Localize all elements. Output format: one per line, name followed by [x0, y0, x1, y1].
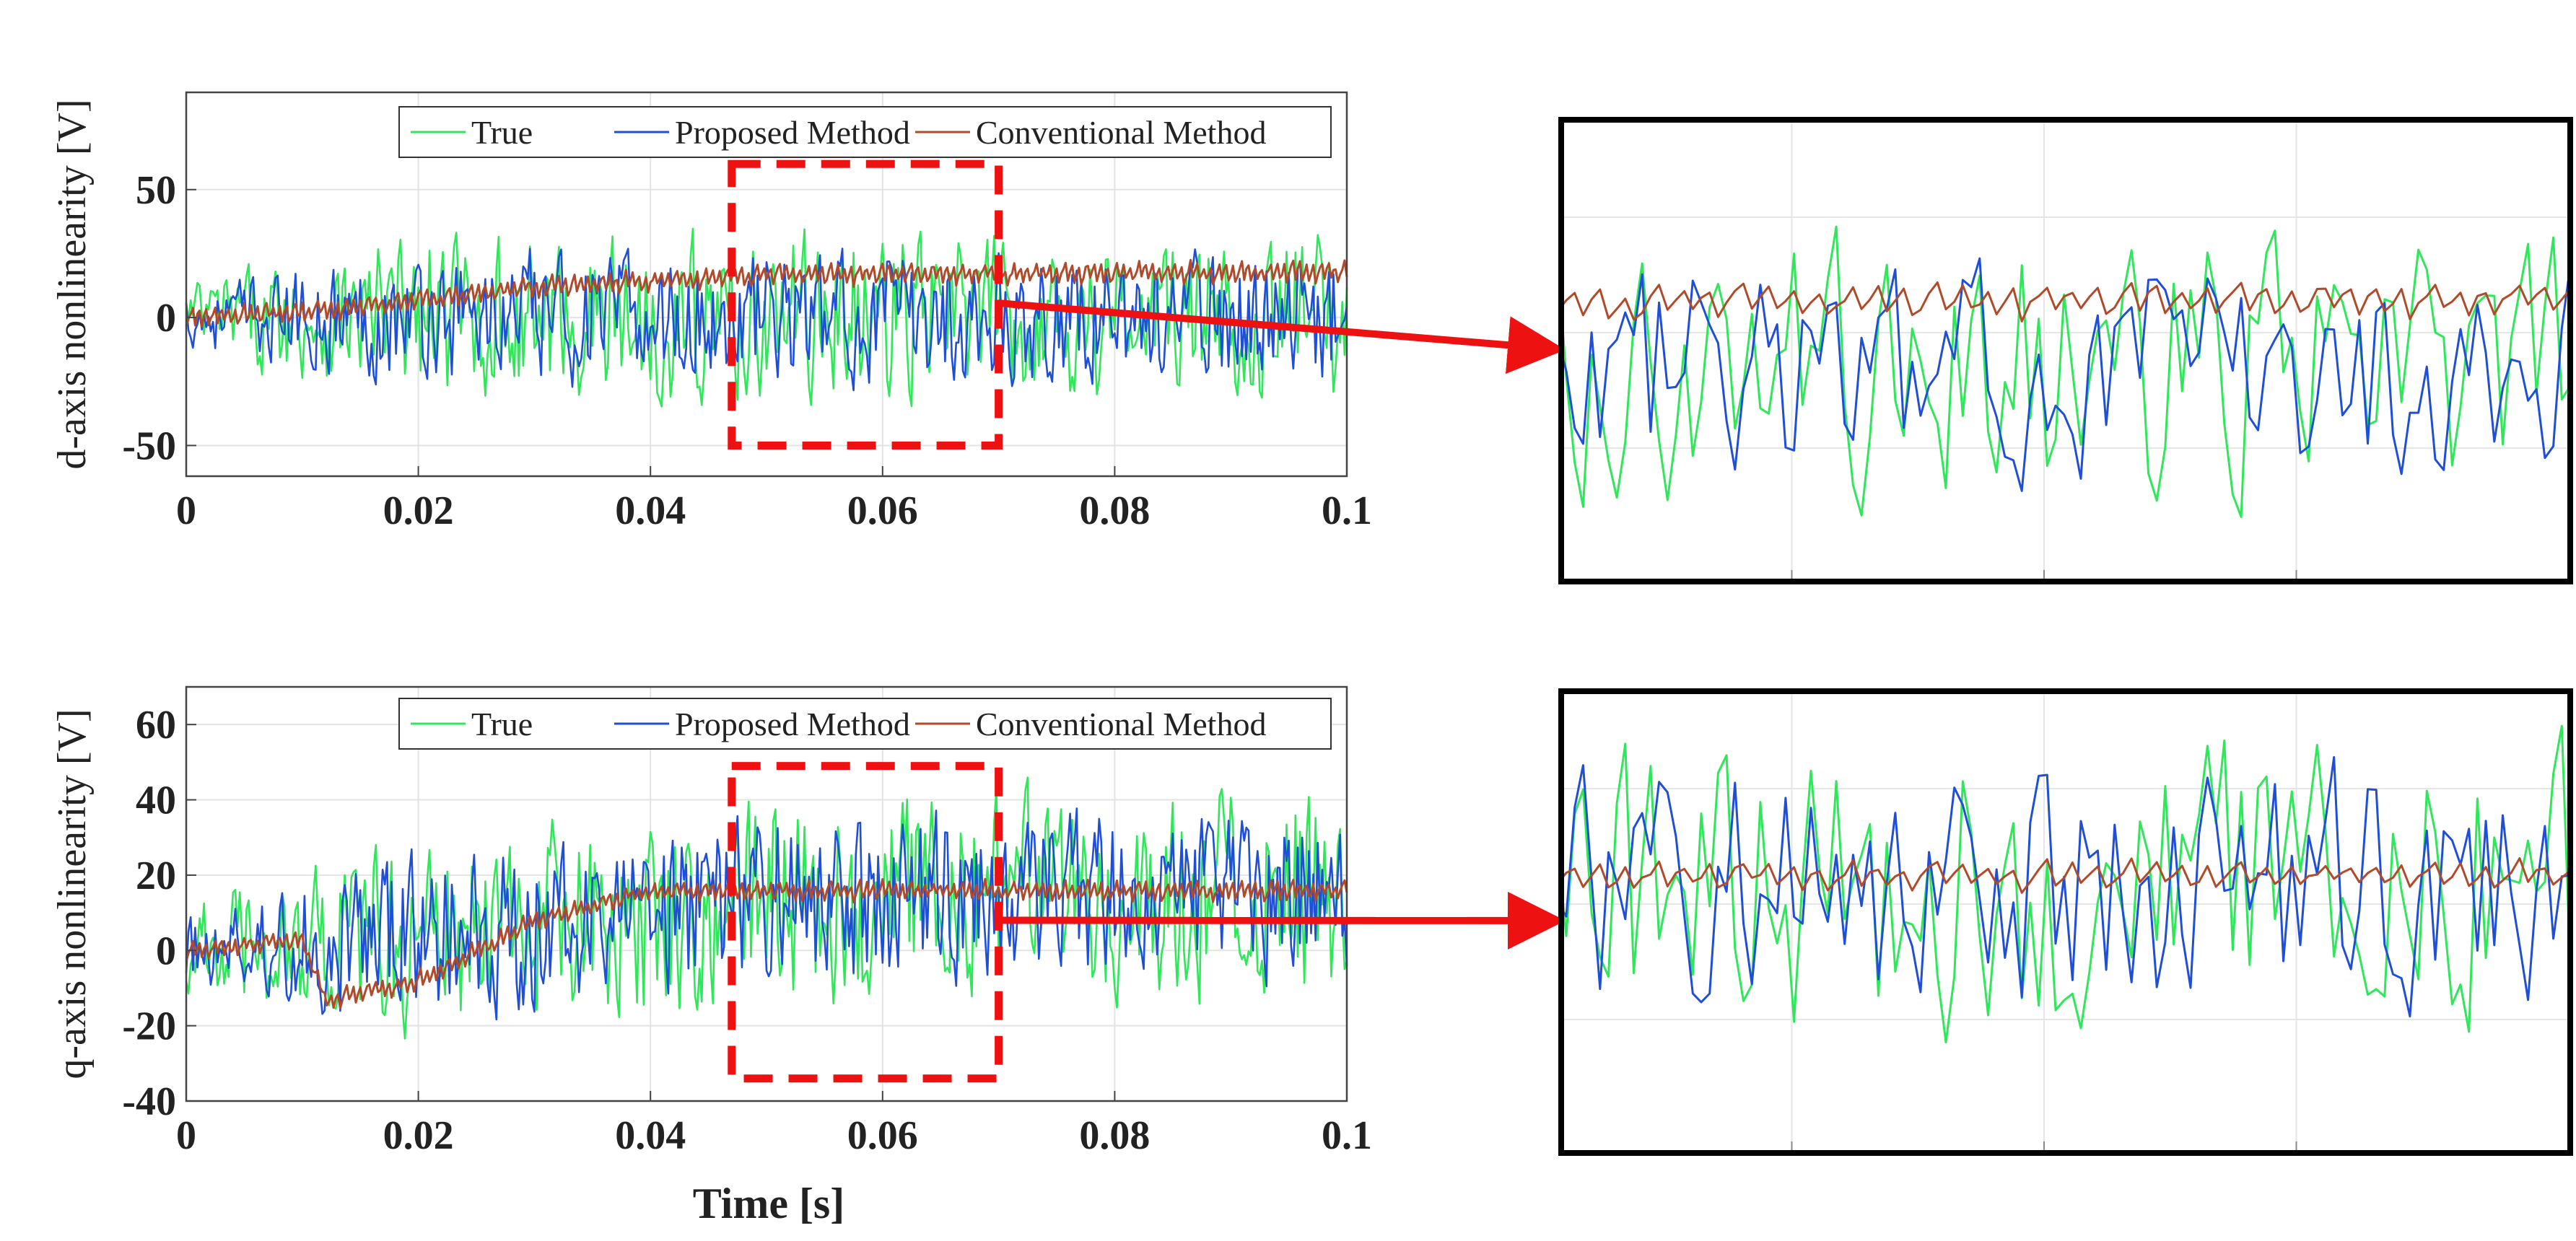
x-tick-label: 0.06	[847, 488, 918, 533]
x-tick-label: 0.04	[615, 488, 686, 533]
inset-plot	[1561, 120, 2570, 582]
inset-series-line-true	[1561, 724, 2570, 1044]
legend-label: Conventional Method	[976, 114, 1266, 151]
inset-frame	[1558, 117, 2573, 584]
x-tick-label: 0.1	[1322, 488, 1372, 533]
chart-panel-q-axis: 0 0.02 0.04 0.06 0.08 0.1 -40 -20 0 20 40 60 q-axis …	[50, 685, 2573, 1227]
legend-entry: Proposed Method	[614, 114, 910, 151]
y-tick-label: 50	[136, 168, 176, 213]
y-tick-label: -50	[122, 424, 176, 468]
y-tick-label: 0	[156, 929, 176, 973]
series-line-proposed-method	[185, 247, 1348, 392]
inset-frame	[1558, 688, 2573, 1156]
inset-background	[1561, 691, 2570, 1153]
x-tick-label: 0.1	[1322, 1113, 1372, 1158]
x-tick-label: 0	[176, 488, 196, 533]
legend-entry: Conventional Method	[915, 706, 1266, 742]
y-axis-label: d-axis nonlinearity [V]	[50, 99, 95, 469]
inset-plot	[1561, 691, 2570, 1153]
y-axis-label: q-axis nonlinearity [V]	[50, 709, 95, 1079]
zoom-inset	[1558, 688, 2573, 1156]
inset-series-line-proposed-method	[1561, 257, 2570, 492]
x-axis-label: Time [s]	[693, 1180, 845, 1227]
y-tick-label: 0	[156, 296, 176, 341]
inset-series-line-conventional-method	[1561, 281, 2570, 323]
legend-entry: True	[411, 114, 533, 151]
legend: True Proposed Method Conventional Method	[398, 106, 1332, 158]
legend-label: True	[471, 114, 533, 151]
legend-box	[398, 106, 1332, 158]
x-tick-label: 0.06	[847, 1113, 918, 1158]
zoom-inset	[1558, 117, 2573, 584]
plot-frame	[185, 91, 1348, 478]
series-line-conventional-method	[185, 877, 1348, 1009]
y-tick-label: -20	[122, 1004, 176, 1049]
y-tick-label: -40	[122, 1079, 176, 1124]
plot-frame	[185, 685, 1348, 1102]
y-tick-label: 60	[136, 703, 176, 747]
legend-label: True	[471, 706, 533, 742]
legend-entry: True	[411, 706, 533, 742]
x-tick-label: 0.08	[1079, 1113, 1150, 1158]
x-tick-label: 0.08	[1079, 488, 1150, 533]
inset-series-line-conventional-method	[1561, 857, 2570, 894]
x-tick-label: 0.02	[383, 488, 454, 533]
zoom-arrow	[998, 299, 1566, 374]
y-tick-label: 20	[136, 854, 176, 898]
series-line-conventional-method	[185, 258, 1348, 328]
inset-background	[1561, 120, 2570, 582]
x-tick-label: 0	[176, 1113, 196, 1158]
legend: True Proposed Method Conventional Method	[398, 698, 1332, 750]
legend-label: Conventional Method	[976, 706, 1266, 742]
legend-label: Proposed Method	[675, 706, 910, 742]
y-tick-label: 40	[136, 779, 176, 823]
legend-label: Proposed Method	[675, 114, 910, 151]
legend-entry: Conventional Method	[915, 114, 1266, 151]
x-tick-label: 0.02	[383, 1113, 454, 1158]
legend-box	[398, 698, 1332, 750]
legend-entry: Proposed Method	[614, 706, 910, 742]
x-tick-label: 0.04	[615, 1113, 686, 1158]
inset-series-line-true	[1561, 225, 2570, 518]
